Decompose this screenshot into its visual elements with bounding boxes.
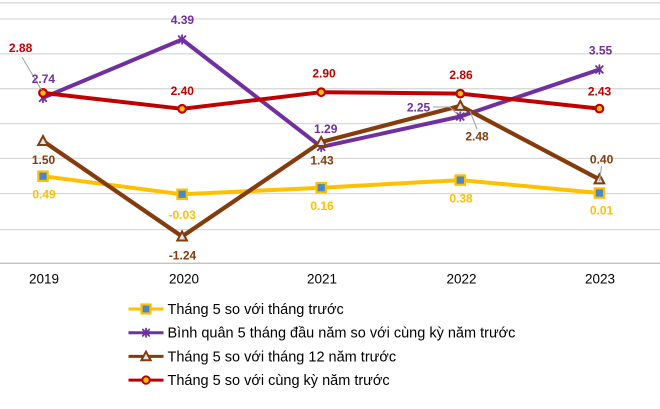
svg-text:3.55: 3.55 <box>589 43 613 57</box>
svg-text:2019: 2019 <box>29 272 59 287</box>
svg-text:1.50: 1.50 <box>32 153 56 167</box>
svg-text:2022: 2022 <box>446 272 476 287</box>
svg-text:Tháng 5 so với tháng trước: Tháng 5 so với tháng trước <box>168 302 344 318</box>
svg-text:1.43: 1.43 <box>310 154 334 168</box>
svg-text:2.86: 2.86 <box>449 68 473 82</box>
svg-text:0.49: 0.49 <box>32 188 56 202</box>
svg-text:2021: 2021 <box>307 272 337 287</box>
svg-text:-0.03: -0.03 <box>169 208 197 222</box>
svg-text:Bình quân 5 tháng đầu năm so v: Bình quân 5 tháng đầu năm so với cùng kỳ… <box>168 326 516 342</box>
svg-text:0.01: 0.01 <box>590 203 614 217</box>
svg-text:2023: 2023 <box>585 272 615 287</box>
svg-text:2020: 2020 <box>169 272 199 287</box>
svg-text:-1.24: -1.24 <box>169 248 197 262</box>
svg-text:0.38: 0.38 <box>449 191 473 205</box>
svg-text:2.90: 2.90 <box>312 66 336 80</box>
svg-text:0.40: 0.40 <box>590 152 614 166</box>
svg-text:0.16: 0.16 <box>310 199 334 213</box>
svg-text:2.40: 2.40 <box>171 84 195 98</box>
svg-text:2.74: 2.74 <box>32 72 56 86</box>
svg-text:2.88: 2.88 <box>9 41 33 55</box>
svg-text:2.25: 2.25 <box>407 100 431 114</box>
svg-text:1.29: 1.29 <box>314 122 338 136</box>
svg-text:2.43: 2.43 <box>588 84 612 98</box>
svg-text:2.48: 2.48 <box>465 129 489 143</box>
svg-text:Tháng 5 so với tháng 12 năm tr: Tháng 5 so với tháng 12 năm trước <box>168 349 397 365</box>
svg-text:Tháng 5 so với cùng kỳ năm trư: Tháng 5 so với cùng kỳ năm trước <box>168 373 390 389</box>
svg-text:4.39: 4.39 <box>171 13 195 27</box>
